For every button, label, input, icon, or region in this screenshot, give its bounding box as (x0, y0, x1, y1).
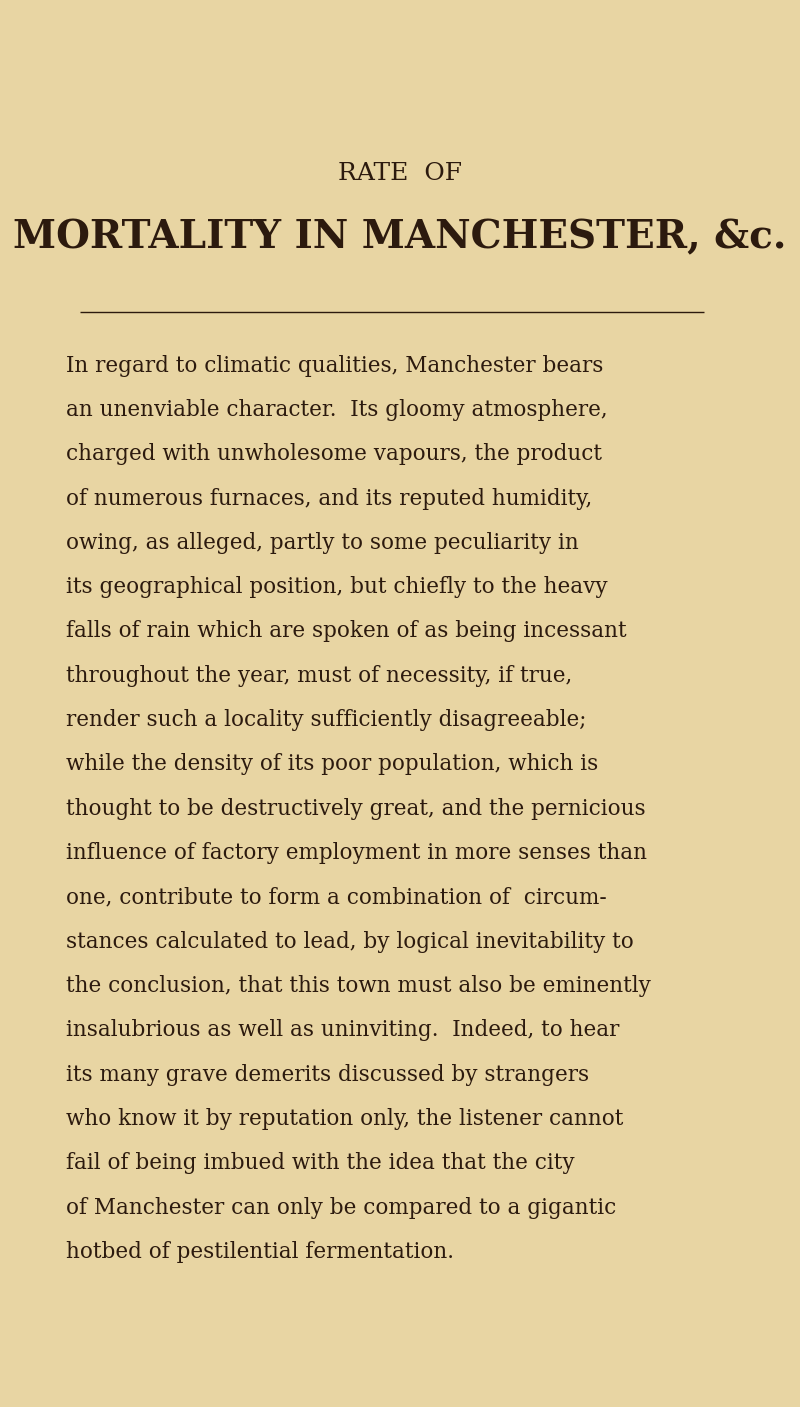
Text: of Manchester can only be compared to a gigantic: of Manchester can only be compared to a … (66, 1196, 616, 1218)
Text: who know it by reputation only, the listener cannot: who know it by reputation only, the list… (66, 1109, 623, 1130)
Text: one, contribute to form a combination of  circum-: one, contribute to form a combination of… (66, 886, 606, 909)
Text: RATE  OF: RATE OF (338, 162, 462, 184)
Text: owing, as alleged, partly to some peculiarity in: owing, as alleged, partly to some peculi… (66, 532, 578, 554)
Text: render such a locality sufficiently disagreeable;: render such a locality sufficiently disa… (66, 709, 586, 732)
Text: of numerous furnaces, and its reputed humidity,: of numerous furnaces, and its reputed hu… (66, 488, 592, 509)
Text: influence of factory employment in more senses than: influence of factory employment in more … (66, 841, 646, 864)
Text: MORTALITY IN MANCHESTER, &c.: MORTALITY IN MANCHESTER, &c. (14, 218, 786, 256)
Text: while the density of its poor population, which is: while the density of its poor population… (66, 754, 598, 775)
Text: stances calculated to lead, by logical inevitability to: stances calculated to lead, by logical i… (66, 931, 634, 953)
Text: the conclusion, that this town must also be eminently: the conclusion, that this town must also… (66, 975, 650, 998)
Text: an unenviable character.  Its gloomy atmosphere,: an unenviable character. Its gloomy atmo… (66, 400, 607, 421)
Text: charged with unwholesome vapours, the product: charged with unwholesome vapours, the pr… (66, 443, 602, 466)
Text: thought to be destructively great, and the pernicious: thought to be destructively great, and t… (66, 798, 646, 820)
Text: insalubrious as well as uninviting.  Indeed, to hear: insalubrious as well as uninviting. Inde… (66, 1019, 619, 1041)
Text: its geographical position, but chiefly to the heavy: its geographical position, but chiefly t… (66, 577, 607, 598)
Text: falls of rain which are spoken of as being incessant: falls of rain which are spoken of as bei… (66, 620, 626, 643)
Text: its many grave demerits discussed by strangers: its many grave demerits discussed by str… (66, 1064, 589, 1086)
Text: fail of being imbued with the idea that the city: fail of being imbued with the idea that … (66, 1152, 574, 1175)
Text: throughout the year, must of necessity, if true,: throughout the year, must of necessity, … (66, 666, 572, 687)
Text: hotbed of pestilential fermentation.: hotbed of pestilential fermentation. (66, 1241, 454, 1263)
Text: In regard to climatic qualities, Manchester bears: In regard to climatic qualities, Manches… (66, 355, 603, 377)
